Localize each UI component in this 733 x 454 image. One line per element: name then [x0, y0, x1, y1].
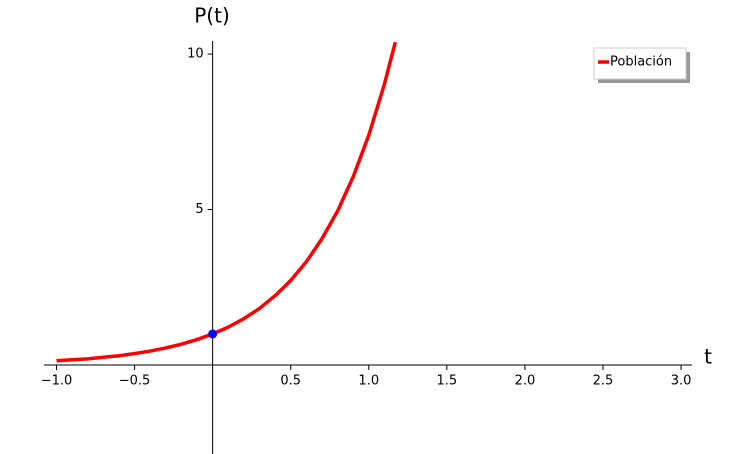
x-axis-title: t	[704, 345, 712, 369]
point	[208, 329, 218, 339]
x-tick-label: 1.5	[437, 374, 458, 389]
x-tick-label: 1.0	[358, 374, 379, 389]
y-tick-label: 10	[187, 47, 204, 62]
x-tick-label: 2.5	[593, 374, 614, 389]
line	[56, 41, 398, 363]
x-tick-label: −1.0	[41, 374, 73, 389]
legend-label: Población	[610, 55, 672, 70]
x-tick-label: 3.0	[671, 374, 692, 389]
legend-box	[593, 47, 687, 80]
x-tick-label: 0.5	[280, 374, 301, 389]
x-tick-label: −0.5	[119, 374, 151, 389]
y-tick-label: 5	[195, 202, 203, 217]
y-axis-title: P(t)	[194, 4, 230, 28]
x-tick-label: 2.0	[515, 374, 536, 389]
